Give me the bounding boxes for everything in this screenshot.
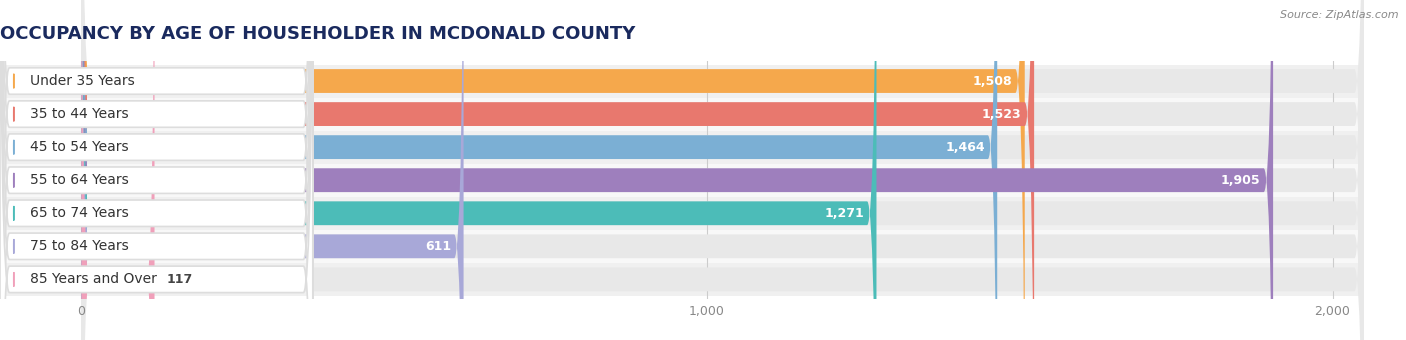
Bar bbox=[0, 98, 1364, 131]
Bar bbox=[0, 65, 1364, 98]
FancyBboxPatch shape bbox=[82, 0, 1364, 340]
Text: 1,508: 1,508 bbox=[973, 74, 1012, 87]
Bar bbox=[0, 263, 1364, 296]
FancyBboxPatch shape bbox=[82, 0, 1035, 340]
FancyBboxPatch shape bbox=[82, 0, 1364, 340]
Text: OCCUPANCY BY AGE OF HOUSEHOLDER IN MCDONALD COUNTY: OCCUPANCY BY AGE OF HOUSEHOLDER IN MCDON… bbox=[0, 25, 636, 43]
Text: 85 Years and Over: 85 Years and Over bbox=[30, 272, 157, 286]
FancyBboxPatch shape bbox=[82, 0, 997, 340]
Text: 117: 117 bbox=[167, 273, 193, 286]
FancyBboxPatch shape bbox=[0, 0, 312, 340]
FancyBboxPatch shape bbox=[82, 0, 1272, 340]
FancyBboxPatch shape bbox=[82, 0, 155, 340]
Text: 45 to 54 Years: 45 to 54 Years bbox=[30, 140, 129, 154]
Text: 1,271: 1,271 bbox=[824, 207, 863, 220]
FancyBboxPatch shape bbox=[82, 0, 1025, 340]
Bar bbox=[0, 164, 1364, 197]
Bar bbox=[0, 131, 1364, 164]
FancyBboxPatch shape bbox=[82, 0, 1364, 340]
Text: 1,464: 1,464 bbox=[945, 141, 984, 154]
Text: Under 35 Years: Under 35 Years bbox=[30, 74, 135, 88]
FancyBboxPatch shape bbox=[82, 0, 1364, 340]
Bar bbox=[0, 230, 1364, 263]
FancyBboxPatch shape bbox=[0, 0, 312, 340]
FancyBboxPatch shape bbox=[0, 0, 312, 340]
Text: 1,905: 1,905 bbox=[1220, 174, 1261, 187]
FancyBboxPatch shape bbox=[0, 0, 312, 340]
Text: 35 to 44 Years: 35 to 44 Years bbox=[30, 107, 129, 121]
Text: 75 to 84 Years: 75 to 84 Years bbox=[30, 239, 129, 253]
FancyBboxPatch shape bbox=[82, 0, 1364, 340]
FancyBboxPatch shape bbox=[82, 0, 876, 340]
Text: 65 to 74 Years: 65 to 74 Years bbox=[30, 206, 129, 220]
FancyBboxPatch shape bbox=[82, 0, 1364, 340]
FancyBboxPatch shape bbox=[0, 0, 312, 340]
Bar bbox=[0, 197, 1364, 230]
FancyBboxPatch shape bbox=[82, 0, 1364, 340]
FancyBboxPatch shape bbox=[82, 0, 464, 340]
Text: 55 to 64 Years: 55 to 64 Years bbox=[30, 173, 129, 187]
FancyBboxPatch shape bbox=[0, 0, 312, 340]
Text: Source: ZipAtlas.com: Source: ZipAtlas.com bbox=[1281, 10, 1399, 20]
Text: 611: 611 bbox=[425, 240, 451, 253]
FancyBboxPatch shape bbox=[0, 0, 312, 340]
Text: 1,523: 1,523 bbox=[981, 107, 1022, 121]
